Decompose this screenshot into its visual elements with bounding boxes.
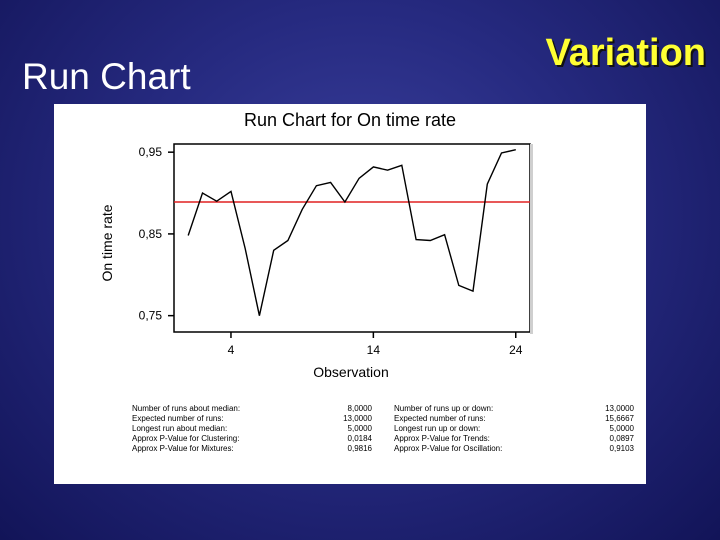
x-tick-label: 4	[228, 343, 235, 357]
stat-label: Approx P-Value for Trends:	[394, 434, 490, 443]
stat-value: 0,9816	[347, 444, 372, 453]
stats-left: Number of runs about median: 8,0000 Expec…	[132, 404, 372, 454]
stat-label: Approx P-Value for Clustering:	[132, 434, 240, 443]
series-layer	[174, 149, 530, 316]
stat-label: Approx P-Value for Oscillation:	[394, 444, 503, 453]
stat-value: 5,0000	[347, 424, 372, 433]
y-axis-label: On time rate	[99, 204, 115, 281]
stat-label: Approx P-Value for Mixtures:	[132, 444, 234, 453]
stats-right: Number of runs up or down: 13,0000 Expect…	[394, 404, 634, 454]
x-tick-label: 24	[509, 343, 523, 357]
stat-value: 8,0000	[347, 404, 372, 413]
stat-row: Longest run about median: 5,0000	[132, 424, 372, 434]
plot-shadow	[530, 144, 533, 334]
stat-row: Longest run up or down: 5,0000	[394, 424, 634, 434]
slide-heading: Variation	[545, 32, 707, 74]
series-line-on-time-rate	[187, 149, 516, 316]
stat-row: Expected number of runs: 15,6667	[394, 414, 634, 424]
stat-label: Longest run about median:	[132, 424, 228, 433]
stat-label: Expected number of runs:	[394, 414, 486, 423]
run-chart: Run Chart for On time rate 0,750,850,95 …	[99, 110, 533, 380]
stat-label: Longest run up or down:	[394, 424, 481, 433]
stat-value: 0,0897	[609, 434, 634, 443]
stat-label: Number of runs about median:	[132, 404, 241, 413]
stat-value: 0,0184	[347, 434, 372, 443]
y-axis: 0,75 0,85 0,95	[139, 145, 174, 323]
x-axis-label: Observation	[313, 364, 388, 380]
stat-row: Approx P-Value for Mixtures: 0,9816	[132, 444, 372, 454]
stat-row: Approx P-Value for Trends: 0,0897	[394, 434, 634, 444]
y-tick-label: 0,95	[139, 145, 163, 159]
slide-title: Run Chart	[22, 56, 191, 97]
chart-panel: Run Chart for On time rate 0,75 0,85 0,95 …	[54, 104, 646, 484]
stat-row: Approx P-Value for Clustering: 0,0184	[132, 434, 372, 444]
stat-value: 5,0000	[609, 424, 634, 433]
chart-title: Run Chart for On time rate	[244, 110, 456, 130]
stat-value: 13,0000	[343, 414, 372, 423]
y-tick-label: 0,75	[139, 309, 163, 323]
plot-frame	[173, 143, 531, 333]
stat-label: Expected number of runs:	[132, 414, 224, 423]
stat-row: Approx P-Value for Oscillation: 0,9103	[394, 444, 634, 454]
stat-value: 15,6667	[605, 414, 634, 423]
stat-row: Number of runs about median: 8,0000	[132, 404, 372, 414]
y-tick-label: 0,85	[139, 227, 163, 241]
stat-label: Number of runs up or down:	[394, 404, 494, 413]
stat-row: Expected number of runs: 13,0000	[132, 414, 372, 424]
x-tick-label: 14	[367, 343, 381, 357]
stat-value: 0,9103	[609, 444, 634, 453]
stat-value: 13,0000	[605, 404, 634, 413]
stat-row: Number of runs up or down: 13,0000	[394, 404, 634, 414]
x-axis: 4 14 24	[228, 332, 523, 357]
